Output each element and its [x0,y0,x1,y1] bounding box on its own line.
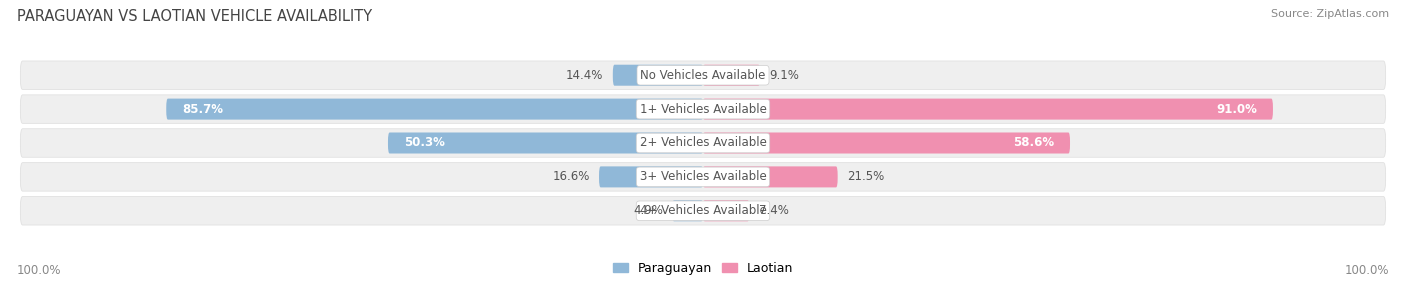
FancyBboxPatch shape [20,61,1386,90]
FancyBboxPatch shape [20,196,1386,225]
FancyBboxPatch shape [703,99,1272,120]
Text: 2+ Vehicles Available: 2+ Vehicles Available [640,136,766,150]
Text: 91.0%: 91.0% [1216,103,1257,116]
Text: PARAGUAYAN VS LAOTIAN VEHICLE AVAILABILITY: PARAGUAYAN VS LAOTIAN VEHICLE AVAILABILI… [17,9,373,23]
FancyBboxPatch shape [20,95,1386,123]
Text: 4+ Vehicles Available: 4+ Vehicles Available [640,204,766,217]
FancyBboxPatch shape [20,163,1386,191]
FancyBboxPatch shape [388,132,703,154]
Text: Source: ZipAtlas.com: Source: ZipAtlas.com [1271,9,1389,19]
Text: 50.3%: 50.3% [404,136,444,150]
FancyBboxPatch shape [703,65,761,86]
Text: 100.0%: 100.0% [17,265,62,277]
Text: 3+ Vehicles Available: 3+ Vehicles Available [640,170,766,183]
Text: 7.4%: 7.4% [759,204,789,217]
Text: 100.0%: 100.0% [1344,265,1389,277]
FancyBboxPatch shape [672,200,703,221]
FancyBboxPatch shape [20,129,1386,157]
FancyBboxPatch shape [703,132,1070,154]
Text: 14.4%: 14.4% [567,69,603,82]
Text: 1+ Vehicles Available: 1+ Vehicles Available [640,103,766,116]
Text: 9.1%: 9.1% [769,69,799,82]
Text: 58.6%: 58.6% [1014,136,1054,150]
Text: 16.6%: 16.6% [553,170,589,183]
Text: 85.7%: 85.7% [181,103,224,116]
Legend: Paraguayan, Laotian: Paraguayan, Laotian [607,257,799,280]
FancyBboxPatch shape [613,65,703,86]
Text: 4.9%: 4.9% [633,204,662,217]
FancyBboxPatch shape [703,166,838,187]
FancyBboxPatch shape [599,166,703,187]
FancyBboxPatch shape [166,99,703,120]
Text: 21.5%: 21.5% [846,170,884,183]
FancyBboxPatch shape [703,200,749,221]
Text: No Vehicles Available: No Vehicles Available [640,69,766,82]
